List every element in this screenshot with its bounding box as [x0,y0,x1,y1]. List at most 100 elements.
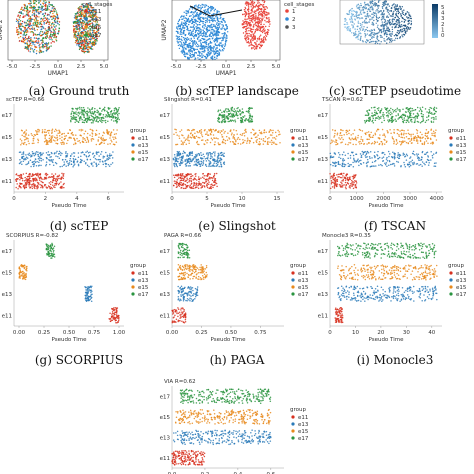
umap-point [386,32,388,34]
data-point [90,108,93,110]
data-point [81,141,84,143]
umap-point [218,53,221,55]
data-point [38,152,41,154]
data-point [77,152,80,154]
umap-point [214,58,216,60]
umap-point [257,27,259,29]
umap-point [255,22,257,24]
data-point [39,183,41,186]
umap-point [19,20,22,22]
umap-point [41,6,43,9]
umap-point [369,10,371,12]
umap-point [87,27,90,29]
umap-point [16,29,18,31]
data-point [61,143,63,146]
umap-point [219,23,221,25]
data-point [27,134,30,136]
umap-point [261,15,263,17]
umap-point [390,10,392,12]
umap-point [399,30,401,32]
data-point [74,116,77,118]
umap-point [215,52,217,55]
umap-point [267,13,269,15]
umap-point [196,24,199,26]
data-point [100,153,102,155]
umap-point [198,33,200,35]
umap-point [53,29,55,32]
umap-point [212,55,214,57]
umap-point [94,11,96,13]
umap-point [55,40,58,42]
umap-point [349,18,351,20]
umap-point [39,52,41,54]
umap-point [352,26,355,28]
umap-point [244,3,247,5]
data-point [45,177,48,179]
data-point [91,135,94,137]
umap-point [369,41,371,43]
chart-b-legend-entry: 2 [292,17,296,23]
umap-point [401,10,403,12]
data-point [45,174,48,177]
umap-point [394,8,396,10]
umap-point [92,23,94,25]
umap-point [366,15,368,18]
umap-point [30,5,32,7]
umap-point [203,41,205,44]
data-point [33,163,35,166]
data-point [50,135,53,137]
umap-point [83,52,86,54]
data-point [242,116,245,118]
data-point [52,179,54,181]
data-point [264,136,267,138]
umap-point [38,6,41,8]
umap-point [37,38,39,40]
data-point [47,132,50,134]
umap-point [409,17,411,19]
data-point [111,113,114,116]
umap-point [382,24,384,26]
umap-point [44,19,46,22]
umap-point [16,30,18,32]
umap-point [253,23,255,26]
umap-point [243,26,246,28]
umap-point [36,50,38,52]
umap-point [51,27,53,29]
umap-point [33,28,35,30]
umap-point [257,43,260,46]
umap-point [187,57,189,59]
umap-point [357,25,359,27]
umap-point [195,41,197,43]
chart-d-x-tick-label: 6 [107,196,111,202]
umap-point [212,50,215,52]
umap-point [265,6,268,8]
umap-point [89,9,91,12]
umap-point [205,45,207,47]
umap-point [177,35,179,38]
umap-point [75,15,77,17]
umap-point [36,29,39,31]
data-point [109,135,112,137]
umap-point [217,34,220,36]
chart-d-y-tick-label: e15 [2,135,13,141]
data-point [59,137,61,140]
umap-point [47,42,50,44]
umap-point [82,20,84,22]
umap-point [35,11,37,13]
data-point [180,143,183,145]
umap-point [25,39,27,41]
umap-point [389,15,392,17]
data-point [72,152,75,154]
umap-point [18,31,20,33]
umap-point [183,50,185,53]
umap-point [249,21,251,24]
umap-point [80,38,82,40]
umap-point [20,32,22,35]
umap-point [200,47,202,50]
umap-point [31,11,34,14]
umap-point [250,33,252,36]
umap-point [29,0,31,2]
data-point [35,150,38,153]
umap-point [205,42,207,44]
